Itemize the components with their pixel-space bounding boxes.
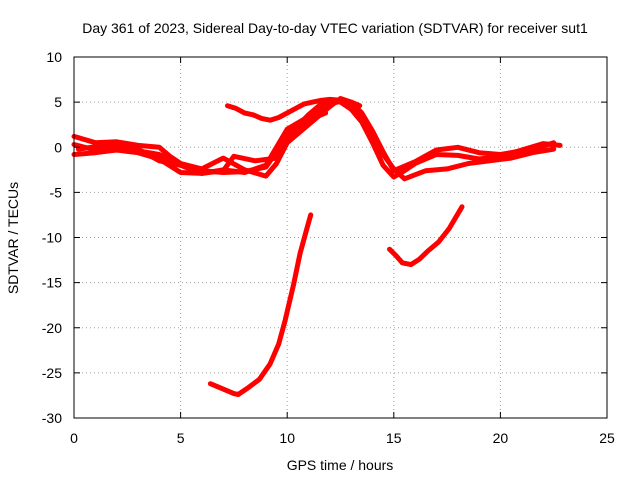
series-line-track-6 — [207, 212, 314, 397]
y-tick-label: -30 — [42, 410, 62, 426]
x-tick-label: 0 — [70, 430, 78, 446]
grid-lines — [74, 57, 607, 418]
y-tick-label: 10 — [46, 49, 62, 65]
data-series — [71, 96, 563, 397]
x-tick-label: 20 — [493, 430, 509, 446]
y-tick-label: -10 — [42, 230, 62, 246]
y-tick-label: 5 — [54, 94, 62, 110]
x-tick-label: 15 — [386, 430, 402, 446]
x-axis-label: GPS time / hours — [287, 457, 394, 473]
x-tick-label: 10 — [279, 430, 295, 446]
y-tick-label: -15 — [42, 275, 62, 291]
y-tick-label: 0 — [54, 139, 62, 155]
axis-ticks: 0 5 10 15 20 25 -30 -25 -20 -15 -10 -5 0 5 10 — [42, 49, 615, 446]
y-axis-label: SDTVAR / TECUs — [5, 182, 21, 294]
series-line-track-7 — [387, 204, 465, 268]
y-tick-label: -20 — [42, 320, 62, 336]
y-tick-label: -25 — [42, 365, 62, 381]
x-tick-label: 5 — [177, 430, 185, 446]
series-line-track-5 — [225, 96, 363, 123]
x-tick-label: 25 — [599, 430, 615, 446]
chart-title: Day 361 of 2023, Sidereal Day-to-day VTE… — [82, 20, 588, 36]
y-tick-label: -5 — [50, 184, 63, 200]
